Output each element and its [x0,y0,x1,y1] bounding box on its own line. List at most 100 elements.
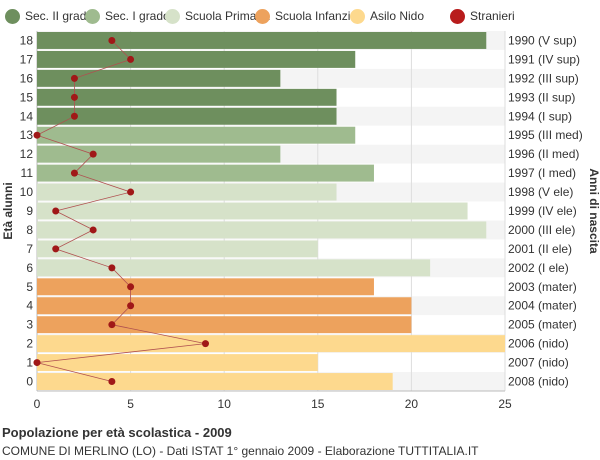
legend-label: Scuola Primaria [185,9,270,23]
legend-swatch [450,8,465,24]
bar [37,145,281,163]
age-label: 3 [26,318,33,332]
legend-swatch [5,8,20,24]
age-label: 14 [20,109,34,123]
bar [37,221,487,239]
bar [37,373,393,390]
y-axis-right-title: Anni di nascita [587,168,600,254]
birth-year-label: 2004 (mater) [508,299,577,313]
stranieri-point [89,226,97,234]
x-tick-label: 0 [34,397,41,411]
stranieri-point [127,55,135,63]
birth-year-label: 1992 (III sup) [508,71,579,85]
x-tick-label: 5 [127,397,134,411]
birth-year-label: 1991 (IV sup) [508,52,580,66]
bar [37,259,431,277]
legend-label: Sec. I grado [105,9,170,23]
bar [37,32,487,49]
legend-item: Scuola Primaria [165,4,270,28]
legend-label: Stranieri [470,9,515,23]
legend-item: Scuola Infanzia [255,4,357,28]
bar [37,183,337,201]
birth-year-label: 1995 (III med) [508,128,583,142]
bar [37,297,412,315]
legend-swatch [255,8,270,24]
birth-year-label: 1998 (V ele) [508,185,573,199]
stranieri-point [127,283,135,291]
birth-year-label: 1999 (IV ele) [508,204,577,218]
age-label: 18 [20,33,34,47]
y-axis-title: Età alunni [1,182,15,239]
stranieri-point [52,207,60,215]
birth-year-label: 2001 (II ele) [508,242,572,256]
birth-year-label: 1994 (I sup) [508,109,572,123]
stranieri-point [89,150,97,158]
birth-year-label: 2000 (III ele) [508,223,575,237]
stranieri-point [127,302,135,310]
bar [37,107,337,125]
chart-title: Popolazione per età scolastica - 2009 [2,425,232,440]
x-tick-label: 25 [498,397,512,411]
age-label: 12 [20,147,34,161]
age-label: 13 [20,128,34,142]
stranieri-point [52,245,60,253]
age-label: 10 [20,185,34,199]
bar [37,126,356,144]
bar [37,354,318,372]
chart-legend: Sec. II grado Sec. I grado Scuola Primaria… [0,4,600,28]
age-label: 6 [26,261,33,275]
stranieri-point [201,340,209,348]
age-label: 15 [20,90,34,104]
stranieri-point [70,169,78,177]
age-label: 4 [26,299,33,313]
birth-year-label: 2008 (nido) [508,375,569,389]
stranieri-point [33,131,41,139]
bar [37,278,374,296]
stranieri-point [108,36,116,44]
bar [37,316,412,334]
age-label: 8 [26,223,33,237]
bar [37,335,505,353]
age-label: 7 [26,242,33,256]
legend-swatch [165,8,180,24]
age-label: 1 [26,356,33,370]
birth-year-label: 1996 (II med) [508,147,579,161]
stranieri-point [108,321,116,329]
bar [37,240,318,258]
x-tick-label: 20 [405,397,419,411]
x-tick-label: 10 [218,397,232,411]
age-label: 9 [26,204,33,218]
legend-item: Sec. I grado [85,4,170,28]
stranieri-point [108,378,116,386]
birth-year-label: 2007 (nido) [508,356,569,370]
legend-item: Stranieri [450,4,515,28]
age-label: 0 [26,375,33,389]
legend-label: Asilo Nido [370,9,425,23]
legend-item: Sec. II grado [5,4,93,28]
birth-year-label: 2005 (mater) [508,318,577,332]
stranieri-point [70,112,78,120]
stranieri-point [108,264,116,272]
age-label: 16 [20,71,34,85]
stranieri-point [127,188,135,196]
stranieri-point [70,74,78,82]
stranieri-point [33,359,41,367]
birth-year-label: 2003 (mater) [508,280,577,294]
bar [37,164,374,182]
birth-year-label: 1997 (I med) [508,166,576,180]
age-label: 17 [20,52,34,66]
legend-swatch [350,8,365,24]
birth-year-label: 2002 (I ele) [508,261,569,275]
birth-year-label: 1990 (V sup) [508,33,577,47]
chart-subtitle: COMUNE DI MERLINO (LO) - Dati ISTAT 1° g… [2,444,479,458]
legend-label: Scuola Infanzia [275,9,358,23]
bar [37,69,281,87]
bar [37,202,468,220]
birth-year-label: 1993 (II sup) [508,90,575,104]
legend-item: Asilo Nido [350,4,424,28]
x-tick-label: 15 [311,397,325,411]
birth-year-label: 2006 (nido) [508,337,569,351]
bar [37,88,337,106]
legend-label: Sec. II grado [25,9,94,23]
